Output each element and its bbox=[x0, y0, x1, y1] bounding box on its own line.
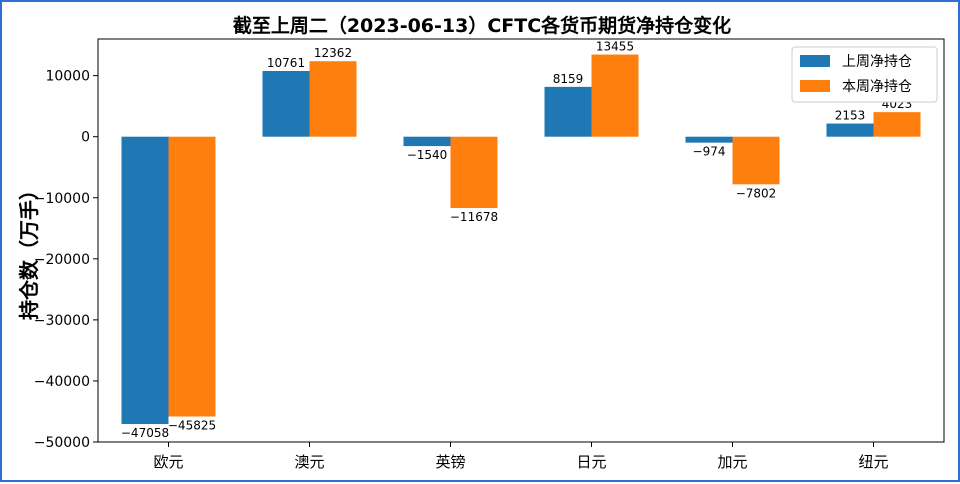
bar-value-label: −1540 bbox=[407, 148, 448, 162]
bars-group bbox=[121, 54, 921, 425]
legend-swatch-last-week bbox=[800, 55, 830, 67]
y-axis-label: 持仓数（万手） bbox=[17, 180, 41, 320]
bar-value-label: 2153 bbox=[835, 109, 866, 123]
legend-label-this-week: 本周净持仓 bbox=[842, 79, 912, 95]
bar-value-label: 10761 bbox=[267, 56, 305, 70]
bar bbox=[450, 136, 498, 209]
x-axis: 欧元 澳元 英镑 日元 加元 纽元 bbox=[153, 442, 889, 471]
plot-area bbox=[97, 38, 945, 443]
bar-value-label: −7802 bbox=[736, 186, 777, 200]
bar-value-label: −974 bbox=[693, 145, 726, 159]
bar-value-label: 8159 bbox=[553, 72, 584, 86]
bar bbox=[591, 54, 639, 137]
x-tick-label: 加元 bbox=[717, 453, 747, 471]
bar-value-label: 13455 bbox=[596, 40, 634, 54]
bar-value-label: −45825 bbox=[168, 419, 216, 433]
x-tick-label: 欧元 bbox=[153, 453, 183, 471]
chart-title: 截至上周二（2023-06-13）CFTC各货币期货净持仓变化 bbox=[233, 14, 731, 37]
bar-value-label: −47058 bbox=[121, 426, 169, 440]
bar bbox=[262, 70, 310, 137]
y-tick-label: −20000 bbox=[34, 252, 90, 268]
x-tick-label: 日元 bbox=[576, 453, 606, 471]
bar bbox=[826, 123, 874, 137]
bar bbox=[544, 86, 592, 137]
y-tick-label: −40000 bbox=[34, 374, 90, 390]
bar bbox=[873, 112, 921, 137]
y-tick-label: 10000 bbox=[45, 69, 90, 85]
y-tick-label: −10000 bbox=[34, 191, 90, 207]
x-tick-label: 英镑 bbox=[435, 453, 465, 471]
x-tick-label: 纽元 bbox=[858, 453, 888, 471]
legend-label-last-week: 上周净持仓 bbox=[842, 54, 912, 70]
bar bbox=[168, 136, 216, 417]
y-tick-label: 0 bbox=[81, 130, 90, 146]
legend-swatch-this-week bbox=[800, 80, 830, 92]
bar bbox=[309, 61, 357, 137]
x-tick-label: 澳元 bbox=[294, 453, 324, 471]
bar bbox=[403, 136, 451, 147]
bar-value-label: 12362 bbox=[314, 46, 352, 60]
bar bbox=[732, 136, 780, 185]
y-tick-label: −50000 bbox=[34, 435, 90, 451]
bar bbox=[685, 136, 733, 143]
bar bbox=[121, 136, 169, 425]
y-axis: 10000 0 −10000 −20000 −30000 −40000 −50000 bbox=[34, 69, 98, 451]
legend: 上周净持仓 本周净持仓 bbox=[791, 46, 938, 103]
y-tick-label: −30000 bbox=[34, 313, 90, 329]
bar-value-label: −11678 bbox=[450, 210, 498, 224]
